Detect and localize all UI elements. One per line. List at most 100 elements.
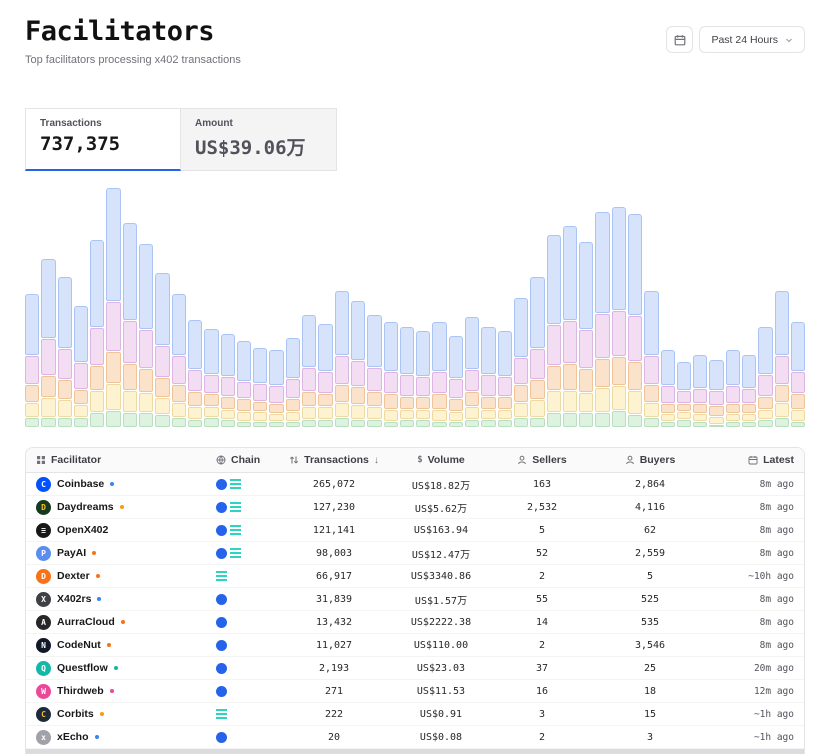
chart-bar[interactable]	[139, 243, 154, 427]
column-header-chain[interactable]: Chain	[216, 454, 278, 466]
latest-value: 8m ago	[759, 501, 794, 513]
chart-bar[interactable]	[693, 354, 708, 427]
chart-segment-yellow	[758, 409, 773, 419]
time-filter: Past 24 Hours	[666, 26, 805, 53]
chart-bar[interactable]	[562, 225, 578, 427]
chart-segment-orange	[660, 403, 675, 414]
chart-bar[interactable]	[725, 349, 741, 427]
chart-bar[interactable]	[318, 323, 333, 427]
chart-bar[interactable]	[432, 321, 447, 427]
chart-bar[interactable]	[57, 276, 72, 427]
column-header-facilitator[interactable]: Facilitator	[36, 454, 216, 466]
buyers-value: 4,116	[634, 501, 666, 513]
grid-icon	[37, 456, 45, 464]
table-row[interactable]: X X402rs 31,839 US$1.57万 55 525 8m ago	[26, 588, 804, 611]
chart-bar[interactable]	[302, 314, 317, 427]
chart-segment-blue-top	[350, 300, 366, 360]
chart-bar[interactable]	[644, 290, 659, 427]
chart-bar[interactable]	[513, 297, 529, 427]
chart-bar[interactable]	[334, 290, 349, 427]
chart-bar[interactable]	[660, 349, 675, 427]
chart-segment-green-bottom	[416, 419, 431, 427]
chart-bar[interactable]	[25, 293, 40, 427]
chart-bar[interactable]	[236, 340, 252, 427]
volume-value: US$11.53	[416, 685, 466, 697]
chart-bar[interactable]	[790, 321, 806, 427]
transactions-value: 98,003	[315, 547, 353, 559]
time-range-selector[interactable]: Past 24 Hours	[699, 26, 805, 53]
table-row[interactable]: C Coinbase 265,072 US$18.82万 163 2,864 8m ago	[26, 473, 804, 496]
chart-segment-green-bottom	[481, 419, 496, 427]
table-row[interactable]: ≡ OpenX402 121,141 US$163.94 5 62 8m ago	[26, 519, 804, 542]
chart-segment-yellow	[432, 409, 447, 422]
chart-segment-yellow	[187, 407, 203, 419]
chart-bar[interactable]	[41, 258, 56, 427]
table-row[interactable]: C Corbits 222 US$0.91 3 15 ~1h ago	[26, 703, 804, 726]
chart-bar[interactable]	[122, 222, 138, 427]
chart-bar[interactable]	[546, 234, 561, 427]
chart-bar[interactable]	[106, 187, 121, 427]
table-row[interactable]: W Thirdweb 271 US$11.53 16 18 12m ago	[26, 680, 804, 703]
chart-segment-orange	[399, 396, 415, 409]
chart-bar[interactable]	[627, 213, 643, 427]
latest-value: 8m ago	[759, 616, 794, 628]
table-row[interactable]: A AurraCloud 13,432 US$2222.38 14 535 8m ago	[26, 611, 804, 634]
base-chain-icon	[216, 593, 227, 605]
facilitator-cell: X X402rs	[36, 591, 216, 607]
tab-amount[interactable]: Amount US$39.06万	[181, 108, 337, 171]
table-row[interactable]: Q Questflow 2,193 US$23.03 37 25 20m ago	[26, 657, 804, 680]
chart-bar[interactable]	[367, 314, 382, 427]
chart-segment-green-bottom	[758, 419, 773, 427]
chart-bar[interactable]	[481, 326, 496, 427]
column-header-transactions[interactable]: Transactions ↓	[278, 454, 390, 466]
table-row[interactable]: D Daydreams 127,230 US$5.62万 2,532 4,116 8m ag…	[26, 496, 804, 519]
chart-segment-pink	[204, 374, 219, 394]
chart-bar[interactable]	[269, 349, 284, 427]
sort-desc-indicator[interactable]: ↓	[373, 454, 379, 466]
main-content: Transactions 737,375 Amount US$39.06万 Fa…	[0, 108, 830, 754]
chart-bar[interactable]	[774, 290, 789, 427]
chart-bar[interactable]	[497, 330, 512, 427]
chart-bar[interactable]	[676, 361, 692, 427]
chart-bar[interactable]	[171, 293, 186, 427]
column-header-sellers[interactable]: Sellers	[492, 454, 592, 466]
tab-transactions[interactable]: Transactions 737,375	[25, 108, 181, 171]
chart-bar[interactable]	[220, 333, 235, 427]
latest-value: 8m ago	[759, 524, 794, 536]
table-row[interactable]: D Dexter 66,917 US$3340.86 2 5 ~10h ago	[26, 565, 804, 588]
chart-bar[interactable]	[530, 276, 545, 427]
chart-bar[interactable]	[448, 335, 464, 427]
calendar-button[interactable]	[666, 26, 694, 53]
column-header-volume[interactable]: $ Volume	[390, 454, 492, 466]
chart-bar[interactable]	[709, 359, 724, 427]
chart-bar[interactable]	[399, 326, 415, 427]
chart-bar[interactable]	[416, 330, 431, 427]
chart-bar[interactable]	[383, 321, 398, 427]
chart-segment-pink	[497, 377, 512, 396]
table-row[interactable]: N CodeNut 11,027 US$110.00 2 3,546 8m ago	[26, 634, 804, 657]
chart-bar[interactable]	[187, 319, 203, 427]
column-header-buyers[interactable]: Buyers	[592, 454, 708, 466]
chart-segment-green-bottom	[220, 419, 235, 427]
table-row[interactable]: x xEcho 20 US$0.08 2 3 ~1h ago	[26, 726, 804, 749]
chart-bar[interactable]	[253, 347, 268, 427]
chart-bar[interactable]	[579, 241, 594, 427]
chart-bar[interactable]	[611, 206, 626, 427]
column-header-latest[interactable]: Latest	[708, 454, 794, 466]
chart-segment-pink	[562, 320, 578, 363]
chart-bar[interactable]	[73, 305, 89, 427]
chart-bar[interactable]	[90, 239, 105, 427]
chart-bar[interactable]	[465, 316, 480, 427]
table-row[interactable]: P PayAI 98,003 US$12.47万 52 2,559 8m ago	[26, 542, 804, 565]
chart-bar[interactable]	[742, 354, 757, 427]
chart-bar[interactable]	[758, 326, 773, 427]
sellers-value: 163	[532, 478, 552, 490]
chart-segment-pink	[220, 377, 235, 396]
chart-bar[interactable]	[595, 211, 610, 427]
chart-bar[interactable]	[350, 300, 366, 427]
chart-bar[interactable]	[204, 328, 219, 427]
sellers-value: 52	[535, 547, 549, 559]
chart-bar[interactable]	[285, 337, 301, 427]
chart-bar[interactable]	[155, 272, 170, 427]
chart-segment-orange	[334, 385, 349, 402]
